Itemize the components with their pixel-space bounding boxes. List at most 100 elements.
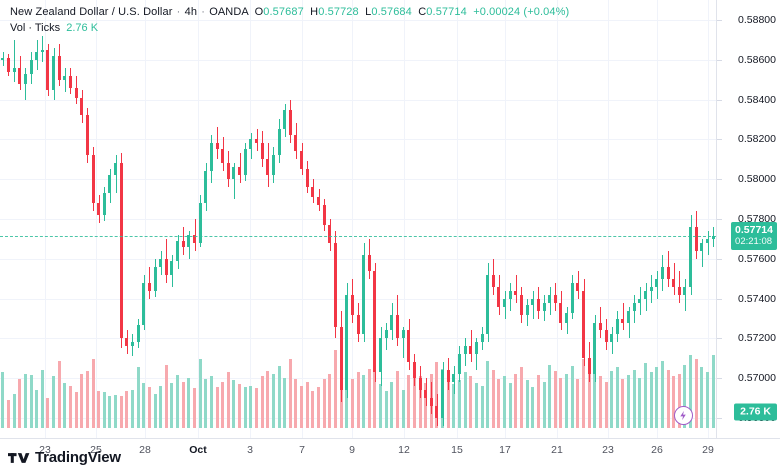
volume-bar	[23, 373, 27, 428]
close-label: C	[418, 6, 427, 18]
volume-bar	[497, 379, 501, 428]
candle-wick	[217, 127, 218, 160]
volume-bar	[271, 373, 275, 428]
candle-body	[700, 242, 704, 251]
lightning-bolt-icon[interactable]	[674, 406, 693, 425]
volume-bar	[221, 381, 225, 428]
candle-wick	[14, 39, 15, 82]
candle-body	[598, 322, 602, 331]
price-scale[interactable]: 0.58800 0.58600 0.58400 0.58200 0.58000 0.578…	[716, 0, 780, 438]
chart-plot-area[interactable]	[0, 0, 716, 438]
volume-bar	[525, 380, 529, 428]
volume-bar	[333, 350, 337, 428]
volume-bar	[627, 375, 631, 428]
price-tick-label: 0.58000	[738, 173, 776, 186]
candle-body	[249, 139, 253, 150]
price-tick-label: 0.57400	[738, 292, 776, 305]
legend-separator-2: ·	[201, 6, 206, 18]
volume-legend-row[interactable]: Vol · Ticks 2.76 K	[10, 22, 569, 35]
symbol-name[interactable]: New Zealand Dollar / U.S. Dollar	[10, 6, 173, 18]
gridline-vertical	[302, 0, 303, 438]
candle-body	[384, 330, 388, 339]
volume-bar	[632, 369, 636, 428]
tradingview-logo[interactable]: TradingView	[8, 449, 121, 466]
volume-bar	[531, 387, 535, 428]
time-tick-label: 9	[349, 444, 355, 456]
price-tick-mark	[717, 179, 722, 181]
candle-body	[147, 282, 151, 291]
volume-bar	[610, 371, 614, 428]
volume-bar	[63, 383, 67, 428]
candle-body	[587, 358, 591, 375]
candle-body	[401, 330, 405, 339]
time-tick-label: 12	[398, 444, 410, 456]
volume-bar	[384, 390, 388, 428]
candle-body	[97, 203, 101, 215]
close-value: 0.57714	[426, 6, 467, 18]
volume-series	[1, 350, 715, 428]
volume-bar	[226, 372, 230, 428]
candle-body	[159, 258, 163, 267]
candle-body	[52, 55, 56, 90]
volume-bar	[711, 355, 715, 428]
volume-bar	[249, 385, 253, 428]
volume-bar	[74, 392, 78, 428]
volume-bar	[130, 389, 134, 428]
candle-body	[677, 286, 681, 295]
candle-body	[542, 302, 546, 311]
candle-body	[29, 59, 33, 74]
candle-body	[491, 274, 495, 287]
candle-body	[457, 354, 461, 375]
current-price-badge[interactable]: 0.57714 02:21:08	[731, 222, 777, 251]
candle-wick	[708, 230, 709, 255]
gridline-vertical	[145, 0, 146, 438]
candle-body	[271, 155, 275, 176]
candle-body	[474, 342, 478, 355]
candle-body	[317, 197, 321, 206]
volume-bar	[198, 359, 202, 428]
gridline-horizontal	[0, 179, 716, 181]
volume-badge[interactable]: 2.76 K	[734, 403, 777, 421]
volume-bar	[311, 390, 315, 428]
volume-bar	[412, 367, 416, 428]
volume-study-title: Vol · Ticks	[10, 22, 61, 34]
price-tick-label: 0.58400	[738, 93, 776, 106]
volume-bar	[593, 372, 597, 428]
price-tick-label: 0.57000	[738, 372, 776, 385]
time-tick-label: 23	[602, 444, 614, 456]
volume-bar	[345, 363, 349, 428]
legend-separator-1: ·	[176, 6, 181, 18]
volume-bar	[486, 360, 490, 428]
exchange-label: OANDA	[209, 6, 249, 18]
open-label: O	[254, 6, 264, 18]
high-label: H	[310, 6, 319, 18]
candle-body	[136, 324, 140, 343]
candle-body	[40, 49, 44, 52]
gridline-horizontal	[0, 19, 716, 21]
volume-bar	[40, 369, 44, 428]
candle-body	[46, 49, 50, 90]
volume-bar	[328, 373, 332, 428]
candle-body	[694, 226, 698, 251]
volume-bar	[35, 389, 39, 428]
volume-bar	[418, 376, 422, 428]
low-label: L	[365, 6, 372, 18]
volume-bar	[474, 383, 478, 428]
interval-label[interactable]: 4h	[184, 6, 198, 18]
candle-body	[683, 286, 687, 295]
volume-bar	[294, 379, 298, 428]
candle-body	[209, 143, 213, 172]
candle-body	[35, 51, 39, 60]
volume-bar	[356, 372, 360, 428]
volume-bar	[508, 383, 512, 428]
volume-bar	[559, 377, 563, 428]
symbol-legend-row[interactable]: New Zealand Dollar / U.S. Dollar · 4h · …	[10, 6, 569, 19]
price-tick-mark	[717, 99, 722, 101]
volume-bar	[136, 367, 140, 428]
volume-bar	[700, 367, 704, 428]
time-scale[interactable]: 23 25 28 Oct 3 7 9 12 15 17 21 23 26 29	[0, 438, 780, 460]
volume-bar	[91, 359, 95, 428]
volume-bar	[615, 367, 619, 428]
candle-body	[18, 67, 22, 84]
